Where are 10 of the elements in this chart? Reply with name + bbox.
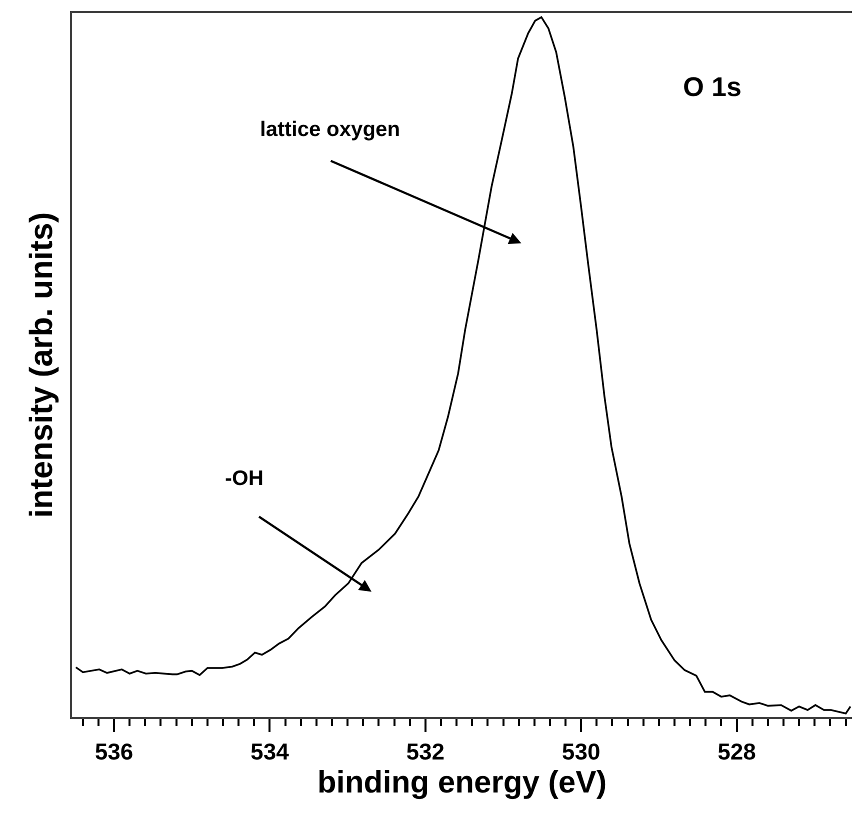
x-tick-label: 536 xyxy=(94,738,134,764)
annotation: O 1s xyxy=(683,72,742,102)
y-axis-title: intensity (arb. units) xyxy=(23,212,60,518)
x-axis-title: binding energy (eV) xyxy=(317,764,607,800)
x-tick-label: 528 xyxy=(718,738,756,764)
annotation: -OH xyxy=(225,467,264,490)
x-tick-label: 530 xyxy=(562,738,600,764)
annotation: lattice oxygen xyxy=(260,118,400,141)
x-tick-label: 532 xyxy=(406,738,445,764)
x-tick-label: 534 xyxy=(250,738,290,764)
